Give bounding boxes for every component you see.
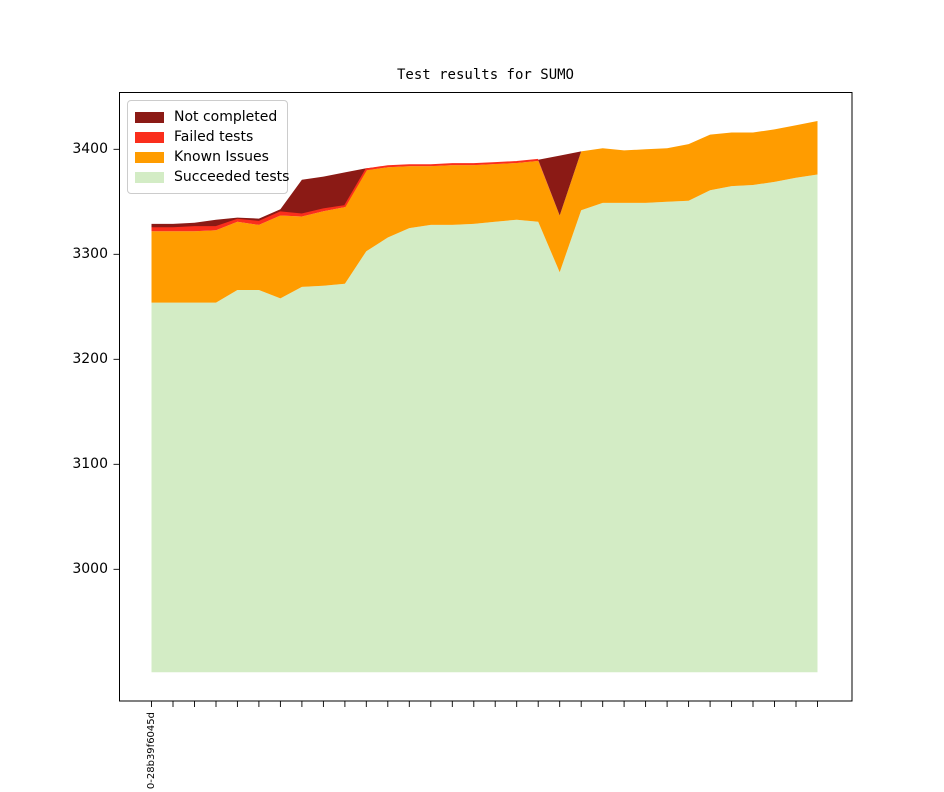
chart-legend: Not completed Failed tests Known Issues … — [127, 100, 289, 194]
legend-label: Succeeded tests — [174, 169, 290, 185]
area-known-issues — [151, 121, 818, 303]
legend-label: Known Issues — [174, 149, 269, 165]
legend-label: Not completed — [174, 109, 278, 125]
legend-row: Succeeded tests — [135, 167, 289, 187]
chart-title: Test results for SUMO — [396, 67, 574, 83]
y-tick-label: 3200 — [72, 351, 108, 368]
x-tick-marks — [151, 701, 818, 707]
legend-row: Failed tests — [135, 127, 279, 147]
x-tick-label: 0-28b39f6045d — [146, 712, 157, 790]
y-tick-label: 3400 — [72, 141, 108, 158]
x-tick-label-wrap: 0-28b39f6045d — [145, 712, 159, 792]
y-tick-label: 3300 — [72, 246, 108, 263]
area-not-completed — [151, 121, 818, 229]
axes-frame — [119, 92, 853, 702]
succeeded-tests-swatch — [135, 171, 164, 183]
not-completed-swatch — [135, 111, 164, 123]
y-tick-label: 3100 — [72, 456, 108, 473]
area-succeeded-tests — [151, 174, 818, 673]
y-tick-marks — [113, 148, 119, 570]
y-tick-label: 3000 — [72, 561, 108, 578]
failed-tests-top-edge — [151, 158, 539, 229]
known-issues-swatch — [135, 151, 164, 163]
legend-label: Failed tests — [174, 129, 254, 145]
legend-row: Not completed — [135, 107, 279, 127]
legend-row: Known Issues — [135, 147, 279, 167]
failed-tests-swatch — [135, 131, 164, 143]
